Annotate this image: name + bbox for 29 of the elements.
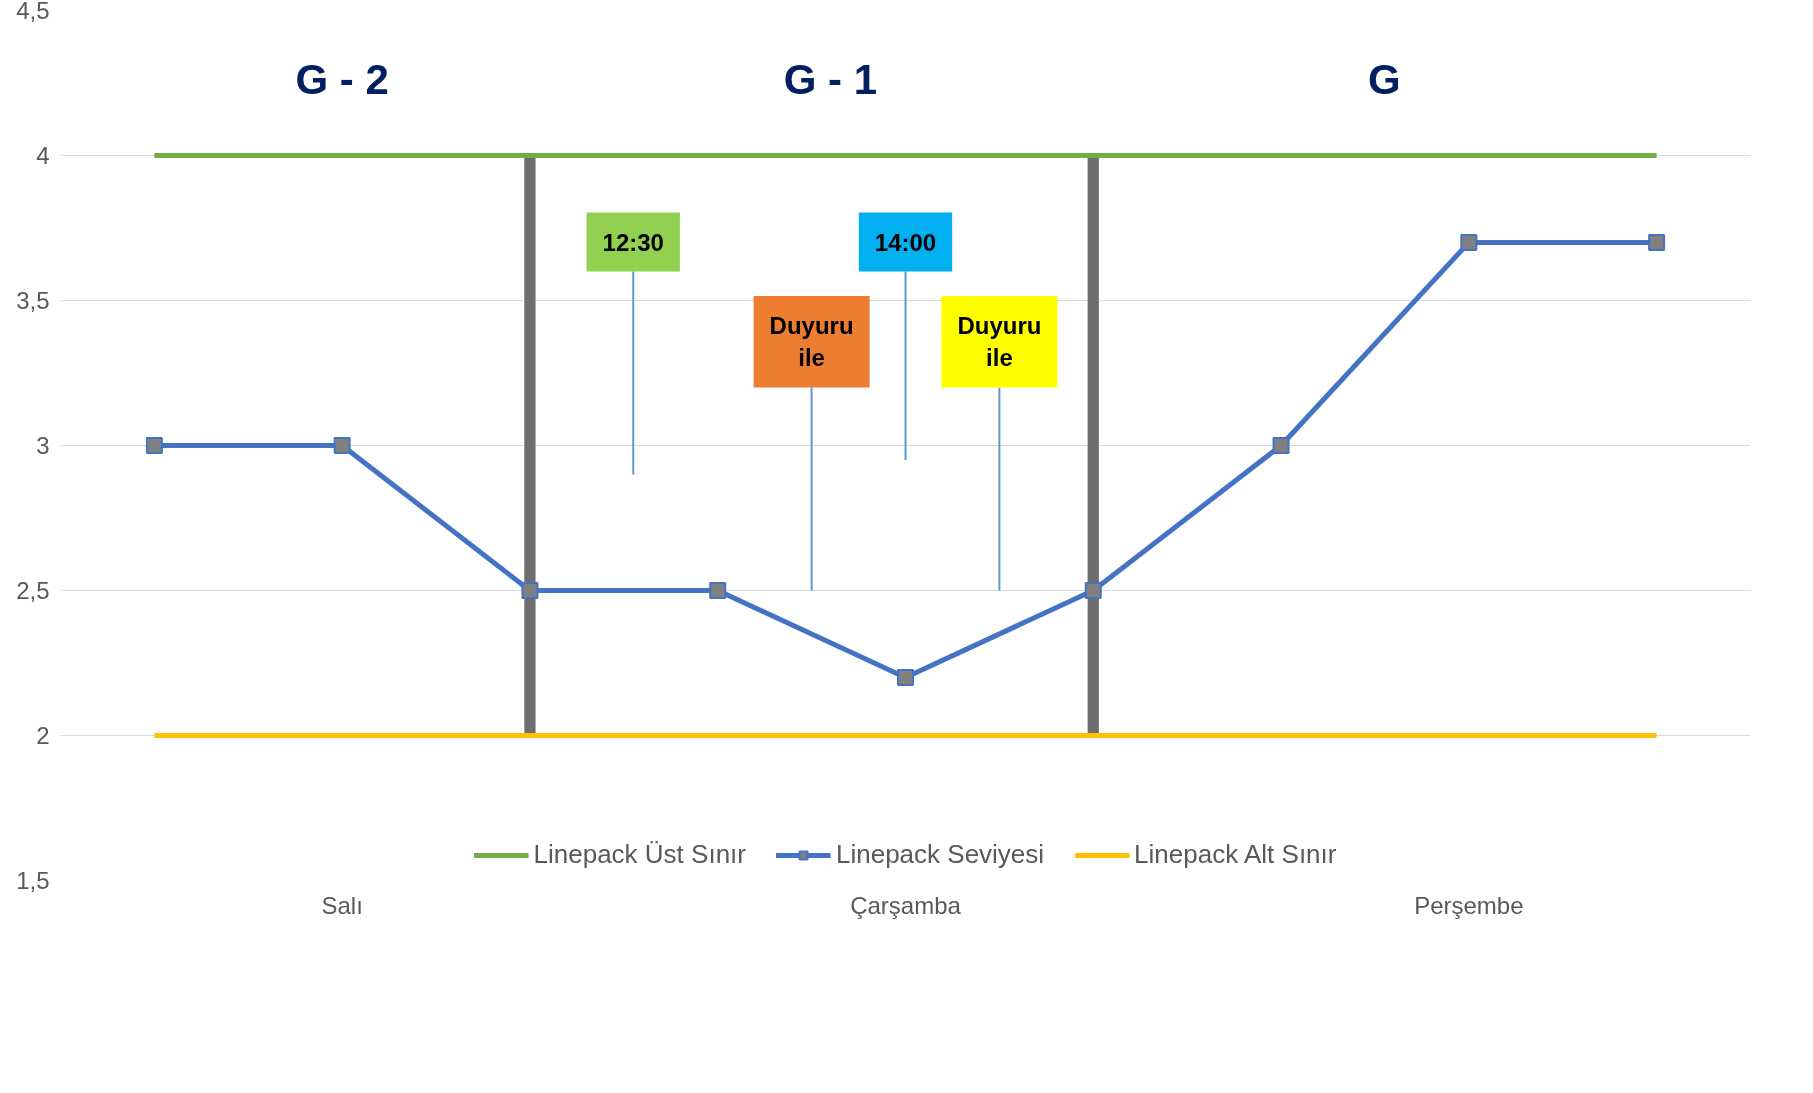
y-tick-label: 3,5 — [16, 287, 50, 314]
annotation: Duyuru ile — [957, 312, 1042, 372]
y-tick-label: 4 — [36, 142, 50, 169]
legend-label: Linepack Alt Sınır — [1134, 839, 1337, 870]
point — [333, 437, 351, 454]
y-tick-label: 1,5 — [16, 867, 50, 894]
point — [1460, 234, 1478, 251]
annotation: 12:30 — [602, 228, 664, 256]
x-tick-label: Çarşamba — [850, 891, 962, 919]
point — [521, 582, 539, 599]
annotation: G - 2 — [295, 56, 389, 104]
y-tick-label: 4,5 — [16, 0, 50, 24]
point — [897, 669, 914, 686]
y-tick-label: 2 — [36, 722, 50, 749]
point — [1272, 437, 1290, 454]
point — [709, 582, 727, 599]
x-tick-label: Perşembe — [1414, 891, 1524, 919]
legend-label: Linepack Seviyesi — [835, 839, 1045, 870]
y-tick-label: 2,5 — [16, 577, 50, 604]
point — [1084, 582, 1102, 599]
annotation: G — [1368, 56, 1401, 104]
annotation: 14:00 — [874, 228, 937, 256]
annotation: G - 1 — [783, 56, 878, 104]
y-tick-label: 3 — [36, 432, 50, 459]
point — [145, 437, 163, 454]
point — [1648, 234, 1666, 251]
x-tick-label: Salı — [321, 891, 363, 919]
annotation: Duyuru ile — [769, 312, 854, 372]
legend-label: Linepack Üst Sınır — [533, 839, 746, 870]
